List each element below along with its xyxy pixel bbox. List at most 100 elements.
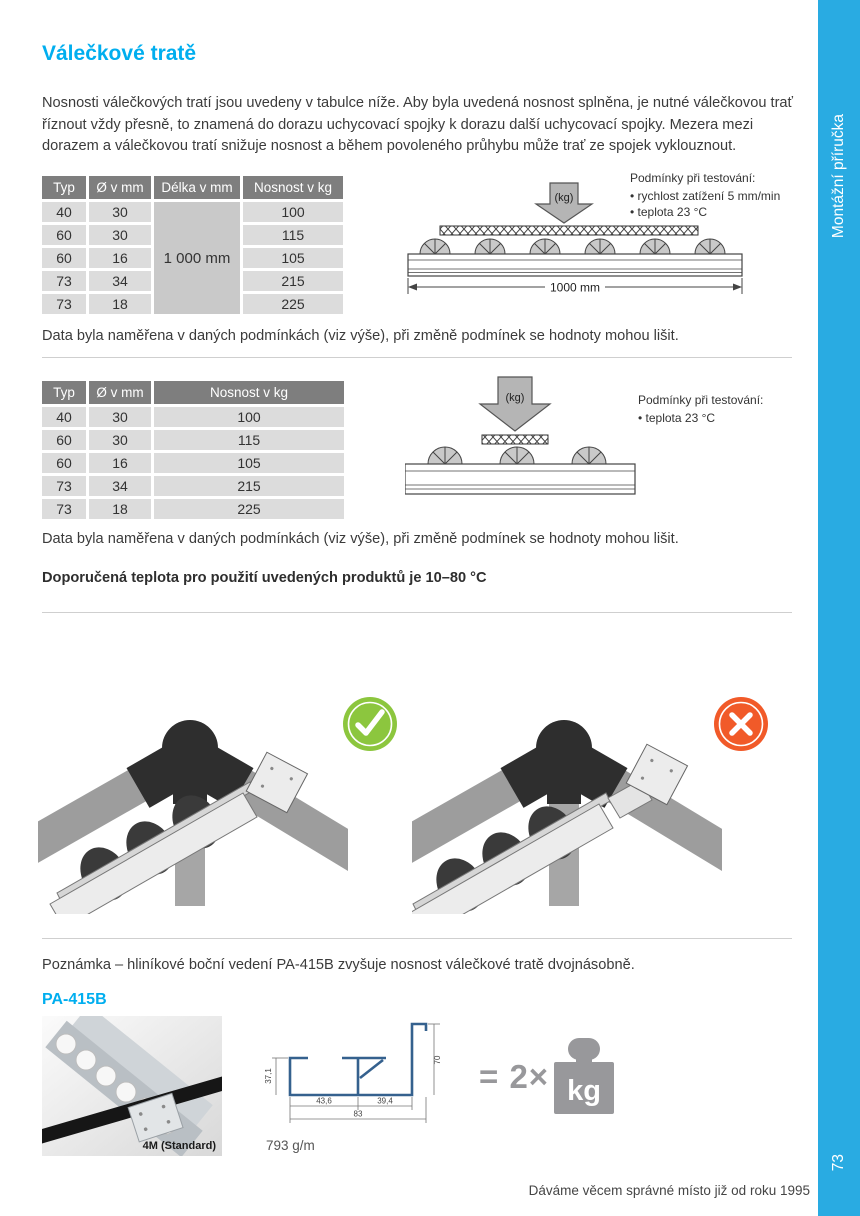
conditions-title: Podmínky při testování: xyxy=(630,171,756,185)
rail-profile xyxy=(405,463,636,495)
cross-icon xyxy=(714,697,768,751)
svg-text:70: 70 xyxy=(433,1055,442,1064)
load-arrow-icon: (kg) xyxy=(478,376,552,432)
kg-weight-icon: kg xyxy=(554,1038,614,1114)
cell-capacity: 105 xyxy=(154,453,344,473)
sidebar-section-label: Montážní příručka xyxy=(830,113,847,239)
dimension-lines xyxy=(272,1023,440,1123)
table-row: 60 16 105 xyxy=(42,248,343,268)
table-row: 73 18 225 xyxy=(42,294,343,314)
divider xyxy=(42,938,792,939)
table-row: 40 30 1 000 mm 100 xyxy=(42,202,343,314)
cell-typ: 73 xyxy=(42,294,86,314)
pa415b-note: Poznámka – hliníkové boční vedení PA-415… xyxy=(42,957,635,973)
table-row: 40 30 100 xyxy=(42,407,344,427)
test-conditions-1: Podmínky při testování: • rychlost zatíž… xyxy=(630,170,780,221)
pa415b-product-photo: 4M (Standard) xyxy=(42,1016,222,1156)
condition-item: • teplota 23 °C xyxy=(630,205,708,219)
cell-diameter: 18 xyxy=(89,294,151,314)
clamp-bracket xyxy=(245,751,309,814)
divider xyxy=(42,357,792,358)
table-header-row: Typ Ø v mm Nosnost v kg xyxy=(42,381,344,404)
load-arrow-icon: (kg) xyxy=(534,182,594,224)
cell-diameter: 30 xyxy=(89,407,151,427)
cell-diameter: 30 xyxy=(89,225,151,245)
svg-text:(kg): (kg) xyxy=(555,192,574,204)
col-header-length: Délka v mm xyxy=(154,176,240,199)
cell-capacity: 225 xyxy=(154,499,344,519)
col-header-typ: Typ xyxy=(42,176,86,199)
svg-text:1000 mm: 1000 mm xyxy=(550,281,600,295)
page-number: 73 xyxy=(830,1154,847,1172)
photo-caption: 4M (Standard) xyxy=(143,1140,217,1152)
correct-assembly-illustration xyxy=(38,720,348,914)
cell-capacity: 100 xyxy=(154,407,344,427)
cell-capacity: 115 xyxy=(243,225,343,245)
svg-text:(kg): (kg) xyxy=(506,392,525,404)
test-conditions-2: Podmínky při testování: • teplota 23 °C xyxy=(638,392,763,426)
cell-typ: 60 xyxy=(42,225,86,245)
cell-capacity: 105 xyxy=(243,248,343,268)
rollers xyxy=(419,238,726,255)
col-header-diameter: Ø v mm xyxy=(89,381,151,404)
svg-text:39,4: 39,4 xyxy=(377,1097,393,1106)
divider xyxy=(42,612,792,613)
intro-paragraph: Nosnosti válečkových tratí jsou uvedeny … xyxy=(42,95,794,154)
cell-diameter: 34 xyxy=(89,476,151,496)
load-beam xyxy=(439,225,699,236)
cell-diameter: 16 xyxy=(89,248,151,268)
tube-joint xyxy=(126,720,254,808)
cell-typ: 73 xyxy=(42,499,86,519)
table-row: 60 16 105 xyxy=(42,453,344,473)
dimension-1000mm: 1000 mm xyxy=(407,278,743,295)
capacity-multiplier: = 2× xyxy=(479,1058,550,1095)
table-header-row: Typ Ø v mm Délka v mm Nosnost v kg xyxy=(42,176,343,199)
cell-diameter: 16 xyxy=(89,453,151,473)
col-header-diameter: Ø v mm xyxy=(89,176,151,199)
cell-length-merged: 1 000 mm xyxy=(154,202,240,314)
cell-capacity: 100 xyxy=(243,202,343,222)
table-row: 73 34 215 xyxy=(42,476,344,496)
profile-outline xyxy=(288,1022,428,1097)
svg-text:kg: kg xyxy=(567,1075,601,1107)
col-header-typ: Typ xyxy=(42,381,86,404)
cell-typ: 60 xyxy=(42,453,86,473)
footer-slogan: Dáváme věcem správné místo již od roku 1… xyxy=(528,1183,810,1198)
cell-typ: 40 xyxy=(42,407,86,427)
page-title: Válečkové tratě xyxy=(42,42,197,65)
table-row: 73 34 215 xyxy=(42,271,343,291)
cell-capacity: 225 xyxy=(243,294,343,314)
measurement-note-2: Data byla naměřena v daných podmínkách (… xyxy=(42,531,679,547)
cell-diameter: 18 xyxy=(89,499,151,519)
load-capacity-table-1: Typ Ø v mm Délka v mm Nosnost v kg 40 30… xyxy=(39,173,346,317)
measurement-note-1: Data byla naměřena v daných podmínkách (… xyxy=(42,328,679,344)
cell-capacity: 215 xyxy=(243,271,343,291)
test-setup-diagram-1000mm: (kg) 1000 mm xyxy=(407,182,743,295)
cell-typ: 73 xyxy=(42,476,86,496)
test-setup-diagram-point-load: (kg) xyxy=(405,376,636,495)
incorrect-assembly-illustration xyxy=(412,720,722,914)
dimension-labels: 37,1 70 43,6 39,4 83 xyxy=(264,1055,442,1118)
weight-per-meter: 793 g/m xyxy=(266,1138,315,1153)
cell-capacity: 115 xyxy=(154,430,344,450)
conditions-title: Podmínky při testování: xyxy=(638,393,764,407)
col-header-capacity: Nosnost v kg xyxy=(154,381,344,404)
cell-typ: 40 xyxy=(42,202,86,222)
condition-item: • teplota 23 °C xyxy=(638,410,716,425)
table-row: 60 30 115 xyxy=(42,430,344,450)
checkmark-icon xyxy=(343,697,397,751)
load-beam xyxy=(481,434,549,445)
cell-diameter: 30 xyxy=(89,430,151,450)
condition-item: • rychlost zatížení 5 mm/min xyxy=(630,188,781,203)
temperature-recommendation: Doporučená teplota pro použití uvedených… xyxy=(42,570,487,586)
table-row: 60 30 115 xyxy=(42,225,343,245)
clamp-bracket xyxy=(625,743,689,806)
cell-typ: 60 xyxy=(42,430,86,450)
svg-text:37,1: 37,1 xyxy=(264,1068,273,1084)
sidebar-strip xyxy=(818,0,860,1216)
cell-capacity: 215 xyxy=(154,476,344,496)
load-capacity-table-2: Typ Ø v mm Nosnost v kg 40 30 100 60 30 … xyxy=(39,378,347,522)
svg-text:43,6: 43,6 xyxy=(316,1097,332,1106)
tube-joint xyxy=(500,720,628,808)
